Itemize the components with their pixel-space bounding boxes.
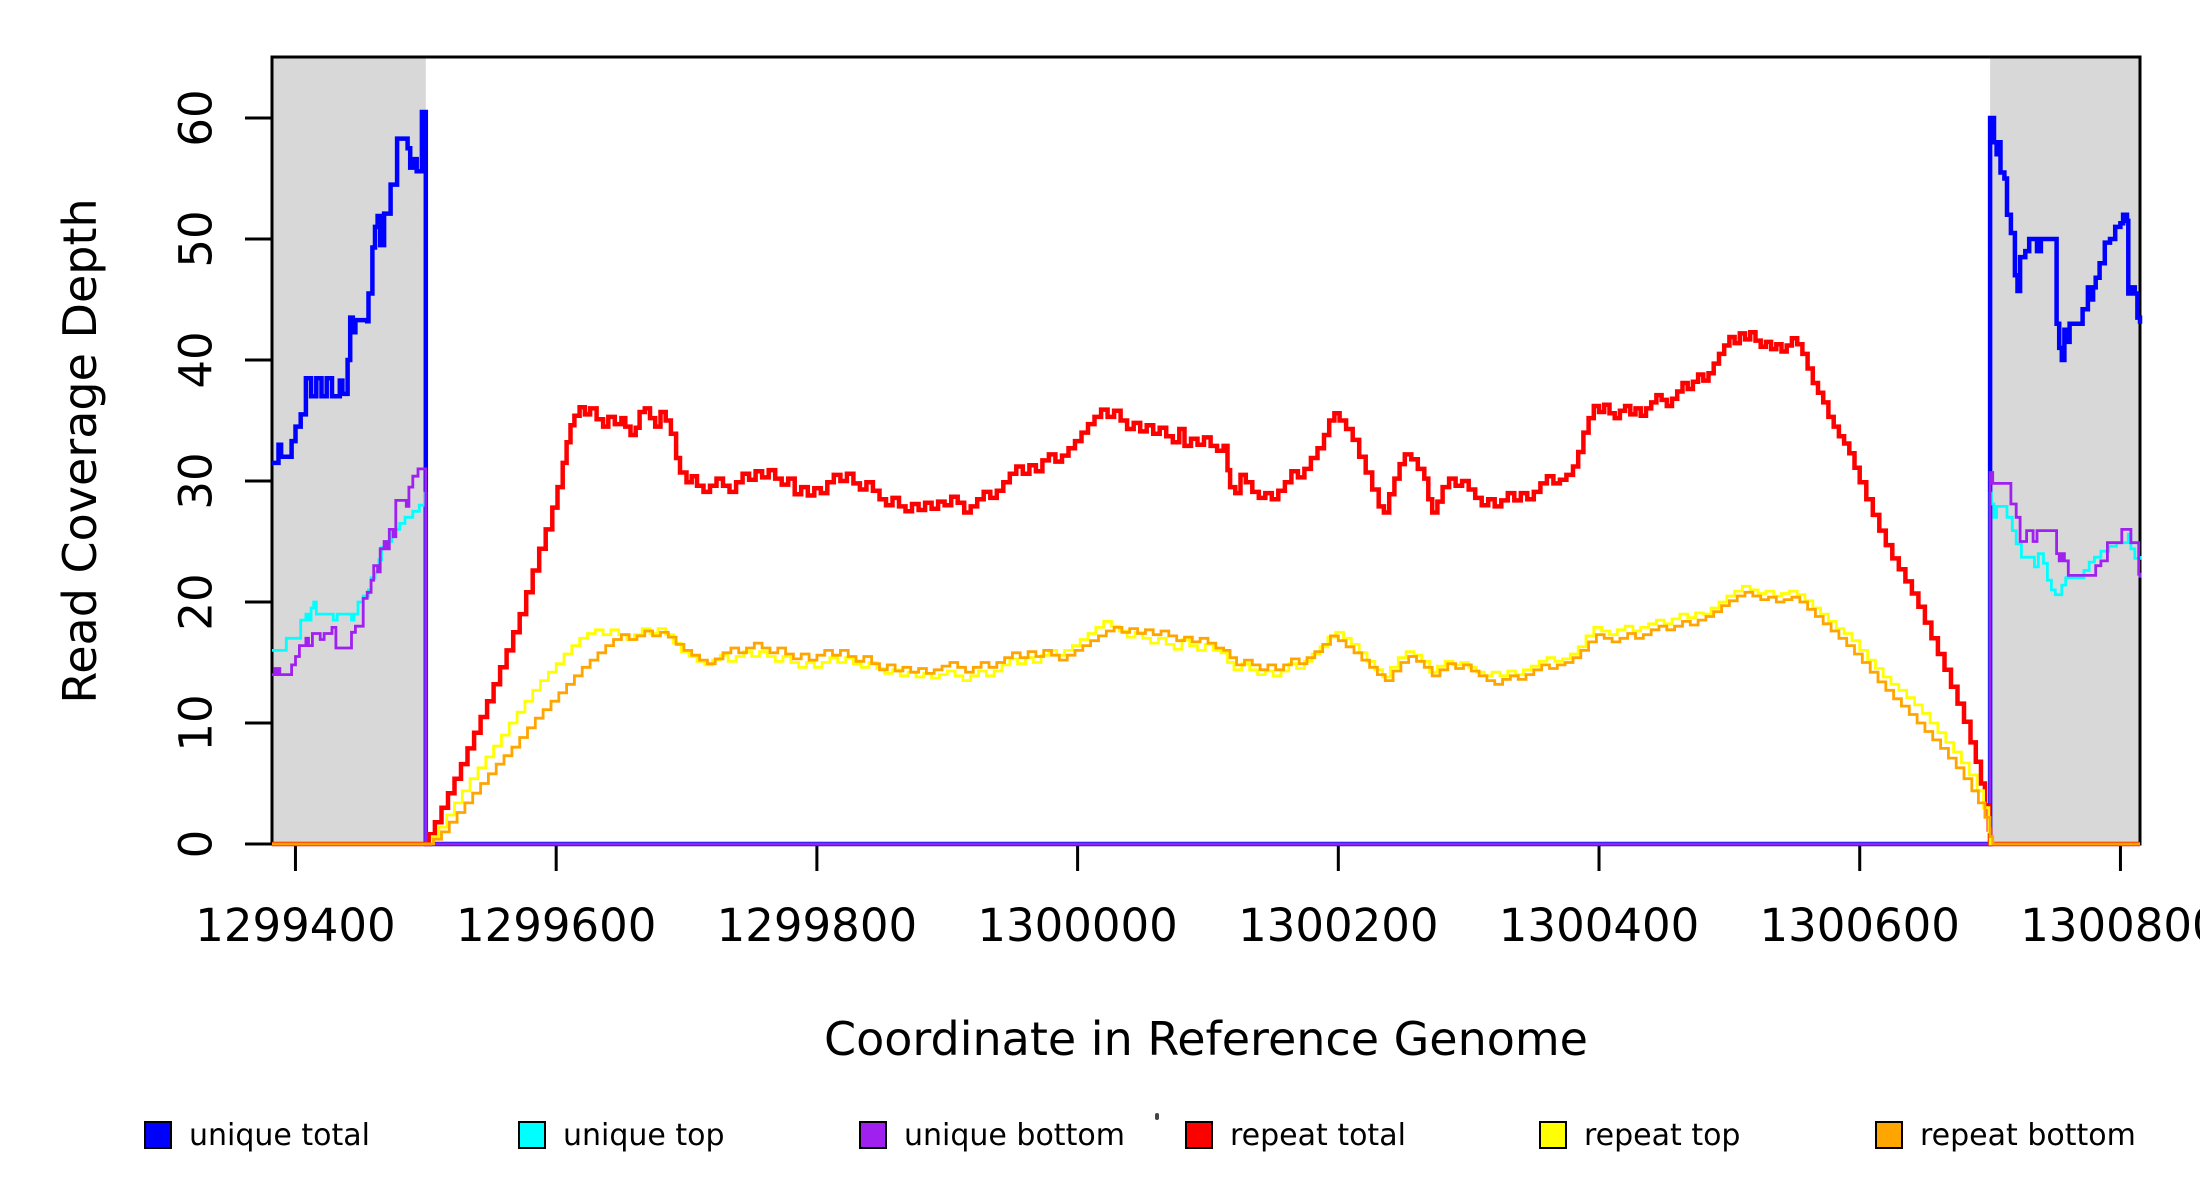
legend-artifact-dot — [1155, 1113, 1159, 1120]
legend-label: repeat top — [1584, 1117, 1741, 1153]
legend-label: repeat bottom — [1920, 1117, 2136, 1153]
x-tick-label-1300000: 1300000 — [977, 899, 1178, 952]
x-axis-title: Coordinate in Reference Genome — [824, 1012, 1588, 1066]
x-tick-label-1300200: 1300200 — [1238, 899, 1439, 952]
masked-region-left — [272, 57, 426, 844]
legend-item-unique-total: unique total — [144, 1117, 371, 1153]
legend-item-unique-top: unique top — [518, 1117, 725, 1153]
series-line-repeat-bottom — [272, 590, 2140, 846]
legend-swatch-unique-bottom — [859, 1121, 887, 1149]
plot-border — [270, 55, 2142, 846]
x-tick-label-1300600: 1300600 — [1759, 899, 1960, 952]
legend-label: unique top — [563, 1117, 725, 1153]
legend-swatch-repeat-bottom — [1875, 1121, 1903, 1149]
x-tick-label-1299800: 1299800 — [716, 899, 918, 952]
x-tick-label-1299400: 1299400 — [195, 899, 396, 952]
legend-label: unique total — [189, 1117, 371, 1153]
y-tick-label-50: 50 — [169, 210, 223, 268]
legend-label: unique bottom — [904, 1117, 1125, 1153]
series-line-unique-total — [272, 109, 2143, 847]
series-line-repeat-top — [272, 584, 2140, 846]
y-tick-label-40: 40 — [169, 331, 223, 389]
series-line-unique-bottom — [272, 467, 2142, 846]
legend-label: repeat total — [1230, 1117, 1406, 1153]
legend-swatch-unique-total — [144, 1121, 172, 1149]
legend-swatch-repeat-total — [1185, 1121, 1213, 1149]
series-line-repeat-total — [272, 329, 2140, 847]
series-line-unique-top — [272, 491, 2142, 846]
y-axis-title: Read Coverage Depth — [53, 198, 107, 704]
masked-region-right — [1990, 57, 2140, 844]
legend-item-repeat-bottom: repeat bottom — [1875, 1117, 2136, 1153]
y-tick-label-0: 0 — [169, 829, 223, 859]
legend-swatch-repeat-top — [1539, 1121, 1567, 1149]
y-tick-label-60: 60 — [169, 89, 223, 147]
legend-item-unique-bottom: unique bottom — [859, 1117, 1125, 1153]
y-tick-label-30: 30 — [169, 452, 223, 510]
legend-item-repeat-top: repeat top — [1539, 1117, 1741, 1153]
x-tick-label-1300400: 1300400 — [1498, 899, 1700, 952]
x-tick-label-1299600: 1299600 — [455, 899, 657, 952]
y-tick-label-20: 20 — [169, 573, 223, 631]
y-tick-label-10: 10 — [169, 694, 223, 752]
legend-item-repeat-total: repeat total — [1185, 1117, 1406, 1153]
legend-swatch-unique-top — [518, 1121, 546, 1149]
